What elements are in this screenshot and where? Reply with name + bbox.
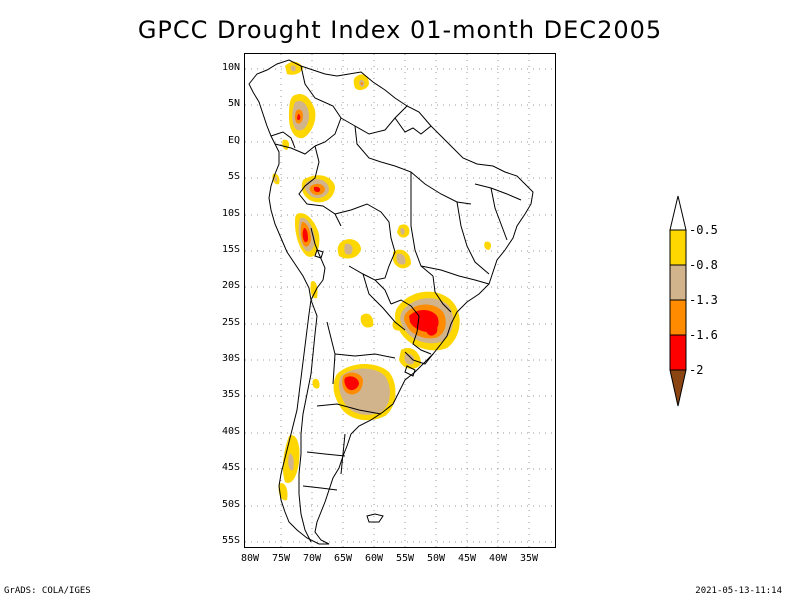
lat-label-5n: 5N: [227, 98, 240, 109]
state-border-brazil-5: [432, 275, 452, 313]
border-paraguay-brazil: [390, 299, 420, 317]
footer-timestamp: 2021-05-13-11:14: [695, 586, 782, 596]
lat-label-eq: EQ: [227, 135, 240, 146]
state-border-brazil-3: [456, 201, 490, 275]
border-colombia-venezuela: [300, 65, 342, 147]
footer-credit: GrADS: COLA/IGES: [4, 586, 91, 596]
patos-lagoon: [404, 365, 416, 377]
state-border-brazil-1: [380, 161, 472, 205]
state-border-argentina-3: [306, 451, 346, 457]
legend-label-2: -1.3: [689, 293, 718, 307]
drought-area-bahia: [484, 241, 492, 250]
lon-label-45w: 45W: [457, 553, 477, 564]
state-border-brazil-7: [490, 187, 508, 241]
legend-swatch-orange: [669, 299, 687, 336]
lat-label-25s: 25S: [221, 317, 240, 328]
lat-label-45s: 45S: [221, 462, 240, 473]
drought-area-mato-grosso-sul: [360, 313, 374, 328]
lon-label-40w: 40W: [488, 553, 508, 564]
drought-area-peru-south-extreme: [302, 228, 308, 243]
drought-area-chile-south-core: [288, 453, 294, 471]
state-border-brazil-6: [474, 183, 522, 201]
legend-swatch-tan: [669, 264, 687, 301]
drought-area-pampas-extreme: [344, 376, 359, 391]
legend-swatch-red: [669, 334, 687, 371]
lat-label-40s: 40S: [221, 426, 240, 437]
drought-shading: [272, 61, 492, 501]
lat-label-30s: 30S: [221, 353, 240, 364]
drought-area-bolivia-core: [344, 243, 353, 255]
border-venezuela-brazil: [340, 105, 408, 135]
state-border-argentina-4: [302, 485, 338, 491]
legend-swatch-above: [669, 195, 687, 231]
border-guianas: [394, 117, 432, 135]
lon-label-55w: 55W: [395, 553, 415, 564]
state-border-argentina-1: [334, 353, 396, 359]
drought-area-mendoza: [312, 378, 320, 389]
map-canvas: [245, 54, 557, 549]
drought-area-goias-core: [396, 253, 406, 265]
legend-label-4: -2: [689, 363, 704, 377]
state-border-argentina-2: [316, 403, 382, 415]
border-brazil-bolivia: [334, 203, 396, 281]
lon-label-60w: 60W: [364, 553, 384, 564]
lake-titicaca: [314, 249, 324, 259]
map-frame: [244, 53, 557, 549]
lat-label-35s: 35S: [221, 389, 240, 400]
legend-label-0: -0.5: [689, 223, 718, 237]
border-colombia-peru: [274, 143, 316, 155]
lon-label-35w: 35W: [519, 553, 539, 564]
falkland-islands: [366, 513, 384, 523]
lat-label-50s: 50S: [221, 499, 240, 510]
lat-label-55s: 55S: [221, 535, 240, 546]
state-border-brazil-2: [410, 172, 434, 277]
border-chile-argentina: [298, 299, 318, 543]
legend-label-3: -1.6: [689, 328, 718, 342]
border-argentina-brazil: [412, 315, 432, 355]
drought-area-rio-grande-core: [404, 353, 415, 365]
drought-area-misiones: [392, 320, 402, 331]
map-title: GPCC Drought Index 01-month DEC2005: [137, 16, 663, 44]
drought-area-acre-extreme: [314, 186, 321, 193]
drought-area-colombia-extreme: [297, 114, 301, 121]
border-ecuador: [270, 131, 296, 149]
lon-label-75w: 75W: [271, 553, 291, 564]
drought-area-ecuador: [282, 139, 290, 150]
country-borders: [248, 59, 534, 545]
drought-area-mato-grosso-core: [400, 228, 405, 235]
legend-label-1: -0.8: [689, 258, 718, 272]
lat-label-5s: 5S: [227, 171, 240, 182]
lon-label-80w: 80W: [240, 553, 260, 564]
legend-swatch-below: [669, 369, 687, 407]
drought-area-venezuela-severe: [360, 82, 364, 85]
border-peru-bolivia: [310, 227, 326, 281]
state-border-brazil-8: [354, 125, 382, 163]
lat-label-10n: 10N: [221, 62, 240, 73]
border-bolivia-paraguay: [348, 265, 392, 305]
legend-swatch-yellow: [669, 229, 687, 266]
border-peru-brazil: [298, 145, 342, 227]
state-border-brazil-4: [420, 265, 490, 285]
legend-colorbar: [669, 195, 687, 407]
drought-area-chile-north: [310, 280, 318, 299]
border-paraguay-argentina: [362, 273, 406, 331]
drought-area-peru-north-core: [274, 176, 278, 182]
state-border-argentina-5: [340, 433, 346, 475]
lon-label-65w: 65W: [333, 553, 353, 564]
lat-label-10s: 10S: [221, 208, 240, 219]
drought-area-north-coast-core: [290, 65, 296, 72]
drought-area-parana-extreme-2: [426, 322, 438, 336]
lon-label-50w: 50W: [426, 553, 446, 564]
lon-label-70w: 70W: [302, 553, 322, 564]
lat-label-20s: 20S: [221, 280, 240, 291]
state-border-argentina-6: [326, 321, 336, 385]
lat-label-15s: 15S: [221, 244, 240, 255]
border-chile-bolivia: [310, 279, 324, 301]
border-uruguay: [404, 351, 434, 365]
south-america-coastline: [248, 59, 534, 545]
